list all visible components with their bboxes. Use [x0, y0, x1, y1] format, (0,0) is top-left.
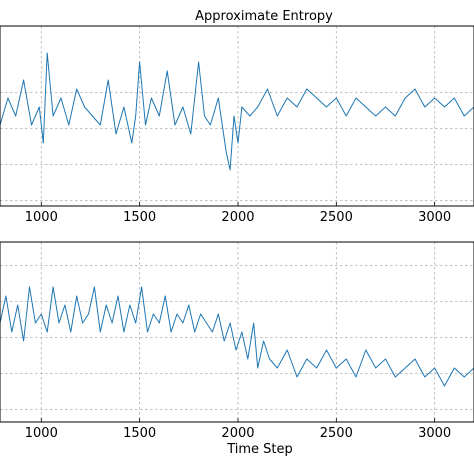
top-plot-frame [0, 25, 474, 207]
top-panel: Approximate Entropy 1000 1500 2000 2500 3000 [0, 9, 474, 225]
x-tick-label: 3000 [418, 210, 451, 225]
x-tick-label: 1500 [123, 210, 156, 225]
top-chart-title: Approximate Entropy [195, 9, 333, 24]
top-gridlines [0, 26, 474, 206]
bottom-x-axis-ticks: 1000 1500 2000 2500 3000 [25, 418, 451, 441]
bottom-panel: 1000 1500 2000 2500 3000 Time Step [0, 241, 474, 457]
top-x-axis-ticks: 1000 1500 2000 2500 3000 [25, 202, 451, 225]
x-tick-label: 1000 [25, 426, 58, 441]
x-tick-label: 2000 [221, 426, 254, 441]
x-axis-label: Time Step [226, 442, 293, 457]
x-tick-label: 1000 [25, 210, 58, 225]
top-entropy-line [0, 52, 474, 171]
x-tick-label: 2000 [221, 210, 254, 225]
bottom-signal-line [0, 286, 474, 387]
x-tick-label: 1500 [123, 426, 156, 441]
x-tick-label: 3000 [418, 426, 451, 441]
x-tick-label: 2500 [320, 210, 353, 225]
x-tick-label: 2500 [320, 426, 353, 441]
bottom-gridlines [0, 242, 474, 422]
bottom-plot-frame [0, 241, 474, 423]
